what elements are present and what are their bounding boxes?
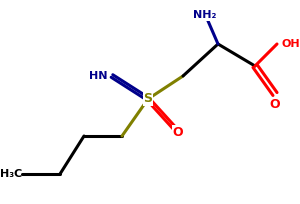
Text: S: S bbox=[143, 92, 152, 105]
Text: O: O bbox=[270, 98, 280, 111]
Text: HN: HN bbox=[89, 71, 108, 81]
Text: O: O bbox=[173, 125, 183, 139]
Text: OH: OH bbox=[281, 39, 300, 49]
Text: NH₂: NH₂ bbox=[193, 10, 217, 20]
Text: H₃C: H₃C bbox=[0, 169, 22, 179]
